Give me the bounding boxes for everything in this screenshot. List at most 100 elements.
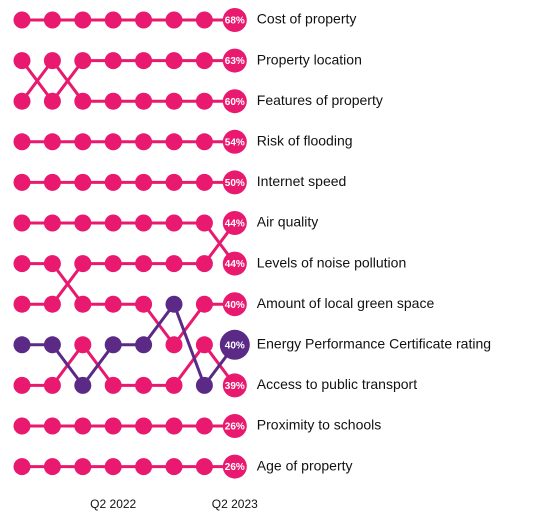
rank-dot <box>165 336 183 354</box>
end-marker <box>219 329 250 360</box>
rank-dot <box>165 417 183 435</box>
rank-dot <box>74 11 92 29</box>
series: 60% Features of property <box>13 52 383 114</box>
series-name: Age of property <box>257 457 353 473</box>
rank-dot <box>13 92 31 110</box>
series-name: Proximity to schools <box>257 417 381 433</box>
rank-dot <box>195 92 213 110</box>
rank-dot <box>43 173 61 191</box>
rank-dot <box>195 11 213 29</box>
value-label: 44% <box>225 219 245 230</box>
rank-dot <box>104 214 122 232</box>
rank-dot <box>195 52 213 70</box>
series-name: Risk of flooding <box>257 133 353 149</box>
rank-dot <box>13 255 31 273</box>
series: 44% Air quality <box>13 211 318 313</box>
end-marker <box>222 211 247 235</box>
rank-dot <box>104 173 122 191</box>
rank-dot <box>165 214 183 232</box>
rank-dot <box>135 336 153 354</box>
rank-dot <box>104 255 122 273</box>
rank-dot <box>135 52 153 70</box>
rank-dot <box>104 376 122 394</box>
end-marker <box>222 414 247 438</box>
end-marker <box>222 454 247 479</box>
rank-dot <box>135 295 153 313</box>
rank-dot <box>135 255 153 273</box>
series-name: Air quality <box>257 214 318 230</box>
rank-dot <box>165 173 183 191</box>
rank-dot <box>43 214 61 232</box>
rank-dot <box>13 173 31 191</box>
rank-dot <box>195 255 213 273</box>
rank-dot <box>13 336 31 354</box>
rank-dot <box>13 52 31 70</box>
rank-dot <box>195 133 213 151</box>
rank-dot <box>104 458 122 476</box>
rank-dot <box>104 417 122 435</box>
rank-dot <box>13 417 31 435</box>
rank-dot <box>104 133 122 151</box>
series: 54% Risk of flooding <box>13 129 353 154</box>
rank-dot <box>74 92 92 110</box>
rank-dot <box>74 214 92 232</box>
rank-dot <box>104 52 122 70</box>
series: 40% Energy Performance Certificate rating <box>13 295 491 394</box>
rank-dot <box>195 173 213 191</box>
x-tick-label: Q2 2023 <box>212 497 258 511</box>
rank-dot <box>74 52 92 70</box>
rank-dot <box>165 52 183 70</box>
rank-dot <box>43 133 61 151</box>
rank-dot <box>43 92 61 110</box>
value-label: 26% <box>225 462 245 473</box>
rank-dot <box>43 376 61 394</box>
rank-dot <box>13 376 31 394</box>
rank-dot <box>195 376 213 394</box>
rank-dot <box>74 133 92 151</box>
rank-dot <box>13 133 31 151</box>
rank-dot <box>43 458 61 476</box>
rank-dot <box>165 11 183 29</box>
end-marker <box>222 48 247 73</box>
end-marker <box>222 170 247 195</box>
rank-dot <box>165 376 183 394</box>
rank-dot <box>195 295 213 313</box>
rank-dot <box>74 173 92 191</box>
series-name: Internet speed <box>257 173 347 189</box>
x-tick-label: Q2 2022 <box>90 497 136 511</box>
value-label: 39% <box>225 381 245 392</box>
rank-dot <box>135 214 153 232</box>
series: 68% Cost of property <box>13 8 357 32</box>
rank-dot <box>195 214 213 232</box>
rank-dot <box>43 255 61 273</box>
series-name: Features of property <box>257 92 383 108</box>
end-marker <box>222 89 247 114</box>
series: 39% Access to public transport <box>13 336 417 398</box>
rank-dot <box>195 458 213 476</box>
rank-dot <box>135 92 153 110</box>
rank-dot <box>135 417 153 435</box>
value-label: 54% <box>225 137 245 148</box>
rank-dot <box>74 336 92 354</box>
rank-dot <box>104 11 122 29</box>
rank-dot <box>43 52 61 70</box>
end-marker <box>222 8 247 32</box>
rank-dot <box>195 336 213 354</box>
rank-dot <box>74 417 92 435</box>
rank-dot <box>104 295 122 313</box>
value-label: 40% <box>225 340 245 351</box>
series-name: Cost of property <box>257 11 357 27</box>
series-name: Amount of local green space <box>257 295 435 311</box>
rank-dot <box>195 417 213 435</box>
value-label: 63% <box>225 56 245 67</box>
rank-dot <box>165 133 183 151</box>
rank-dot <box>74 255 92 273</box>
rank-dot <box>135 133 153 151</box>
end-marker <box>222 129 247 154</box>
rank-dot <box>104 92 122 110</box>
series-name: Energy Performance Certificate rating <box>257 336 491 352</box>
rank-dot <box>165 255 183 273</box>
rank-dot <box>43 11 61 29</box>
series: 26% Proximity to schools <box>13 414 381 438</box>
